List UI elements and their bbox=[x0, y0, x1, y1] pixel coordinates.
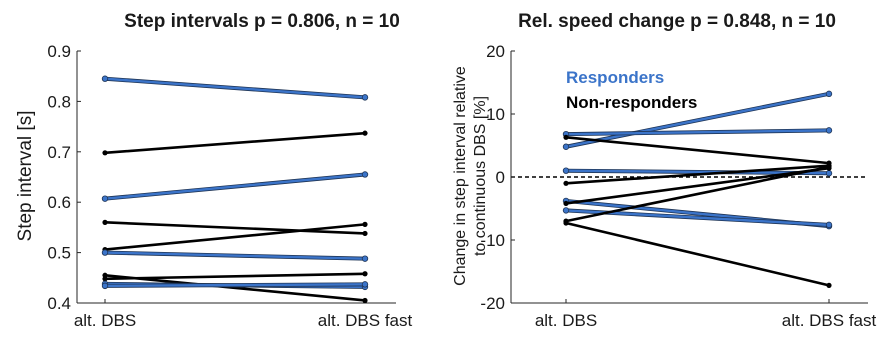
data-point bbox=[563, 134, 569, 140]
y-tick-label: 0.5 bbox=[47, 244, 71, 263]
y-tick-label: 10 bbox=[486, 105, 505, 124]
data-point bbox=[825, 127, 833, 134]
data-point bbox=[102, 276, 108, 282]
data-point bbox=[102, 219, 108, 225]
series-line bbox=[103, 223, 367, 251]
series-responder bbox=[101, 75, 369, 101]
series-line bbox=[564, 129, 831, 136]
panel-rel-speed-change: Rel. speed change p = 0.848, n = 10 Chan… bbox=[452, 11, 877, 330]
data-point bbox=[562, 143, 570, 150]
y-tick-label: 0 bbox=[496, 168, 505, 187]
data-point bbox=[562, 207, 570, 214]
data-point bbox=[825, 90, 833, 98]
data-point bbox=[361, 255, 369, 262]
series-line bbox=[103, 221, 367, 235]
legend-non-responders: Non-responders bbox=[566, 93, 697, 112]
series-line bbox=[564, 136, 831, 165]
series-line bbox=[103, 272, 367, 281]
x-ticks: alt. DBS alt. DBS fast bbox=[74, 299, 413, 330]
axes bbox=[510, 51, 868, 304]
y-tick-label: 0.7 bbox=[47, 143, 71, 162]
data-point bbox=[101, 75, 109, 82]
panel-step-intervals: Step intervals p = 0.806, n = 10 Step in… bbox=[15, 11, 413, 330]
series-line bbox=[564, 164, 831, 185]
data-point bbox=[563, 200, 569, 207]
x-tick-label: alt. DBS bbox=[535, 311, 597, 330]
data-point bbox=[362, 271, 368, 277]
data-point bbox=[361, 171, 369, 178]
y-tick-label: 0.6 bbox=[47, 193, 71, 212]
series-non-responder bbox=[102, 130, 368, 156]
series-group bbox=[101, 75, 369, 304]
y-tick-label: 20 bbox=[486, 42, 505, 61]
series-non-responder bbox=[102, 221, 368, 253]
series-non-responder bbox=[102, 272, 368, 304]
series-line bbox=[103, 251, 367, 260]
y-ticks: -20 -10 0 10 20 bbox=[480, 42, 515, 313]
y-tick-label: -10 bbox=[480, 231, 505, 250]
data-point bbox=[361, 281, 369, 288]
series-non-responder bbox=[563, 220, 832, 288]
series-line bbox=[564, 165, 831, 223]
x-tick-label: alt. DBS bbox=[74, 311, 136, 330]
data-point bbox=[102, 150, 108, 156]
series-line bbox=[564, 92, 831, 148]
data-point bbox=[826, 164, 832, 170]
data-point bbox=[825, 170, 833, 177]
series-line bbox=[564, 221, 831, 287]
data-point bbox=[362, 297, 368, 304]
series-line bbox=[564, 166, 831, 205]
data-point bbox=[101, 282, 109, 290]
x-tick-label: alt. DBS fast bbox=[782, 311, 877, 330]
data-point bbox=[361, 94, 369, 101]
y-axis-label-line-1: Change in step interval relative bbox=[452, 66, 469, 286]
series-line bbox=[103, 77, 367, 99]
chart-title: Rel. speed change p = 0.848, n = 10 bbox=[518, 11, 836, 32]
series-responder bbox=[101, 281, 369, 290]
y-axis-label: Step interval [s] bbox=[15, 111, 36, 242]
y-tick-label: 0.9 bbox=[47, 42, 71, 61]
y-tick-label: 0.4 bbox=[47, 294, 71, 313]
axes bbox=[76, 51, 396, 304]
data-point bbox=[362, 221, 368, 227]
series-line bbox=[103, 283, 367, 288]
series-line bbox=[103, 131, 367, 155]
x-ticks: alt. DBS alt. DBS fast bbox=[535, 299, 877, 330]
series-responder bbox=[562, 127, 833, 138]
chart-title: Step intervals p = 0.806, n = 10 bbox=[124, 11, 400, 32]
data-point bbox=[826, 282, 832, 288]
series-responder bbox=[562, 90, 833, 150]
data-point bbox=[563, 220, 569, 226]
data-point bbox=[101, 195, 109, 202]
y-tick-label: -20 bbox=[480, 294, 505, 313]
series-line bbox=[103, 173, 367, 200]
data-point bbox=[562, 167, 570, 174]
data-point bbox=[825, 221, 833, 229]
y-axis-label-line-2: to continuous DBS [%] bbox=[472, 96, 489, 256]
series-responder bbox=[101, 171, 369, 202]
series-non-responder bbox=[102, 271, 368, 282]
y-ticks: 0.4 0.5 0.6 0.7 0.8 0.9 bbox=[47, 42, 81, 313]
y-tick-label: 0.8 bbox=[47, 92, 71, 111]
series-responder bbox=[101, 249, 369, 262]
x-tick-label: alt. DBS fast bbox=[318, 311, 413, 330]
legend-responders: Responders bbox=[566, 68, 664, 87]
series-line bbox=[103, 273, 367, 302]
series-group bbox=[562, 90, 833, 288]
data-point bbox=[362, 130, 368, 136]
data-point bbox=[362, 230, 368, 237]
series-responder bbox=[562, 207, 833, 229]
data-point bbox=[563, 180, 569, 186]
series-non-responder bbox=[102, 219, 368, 237]
data-point bbox=[101, 249, 109, 256]
